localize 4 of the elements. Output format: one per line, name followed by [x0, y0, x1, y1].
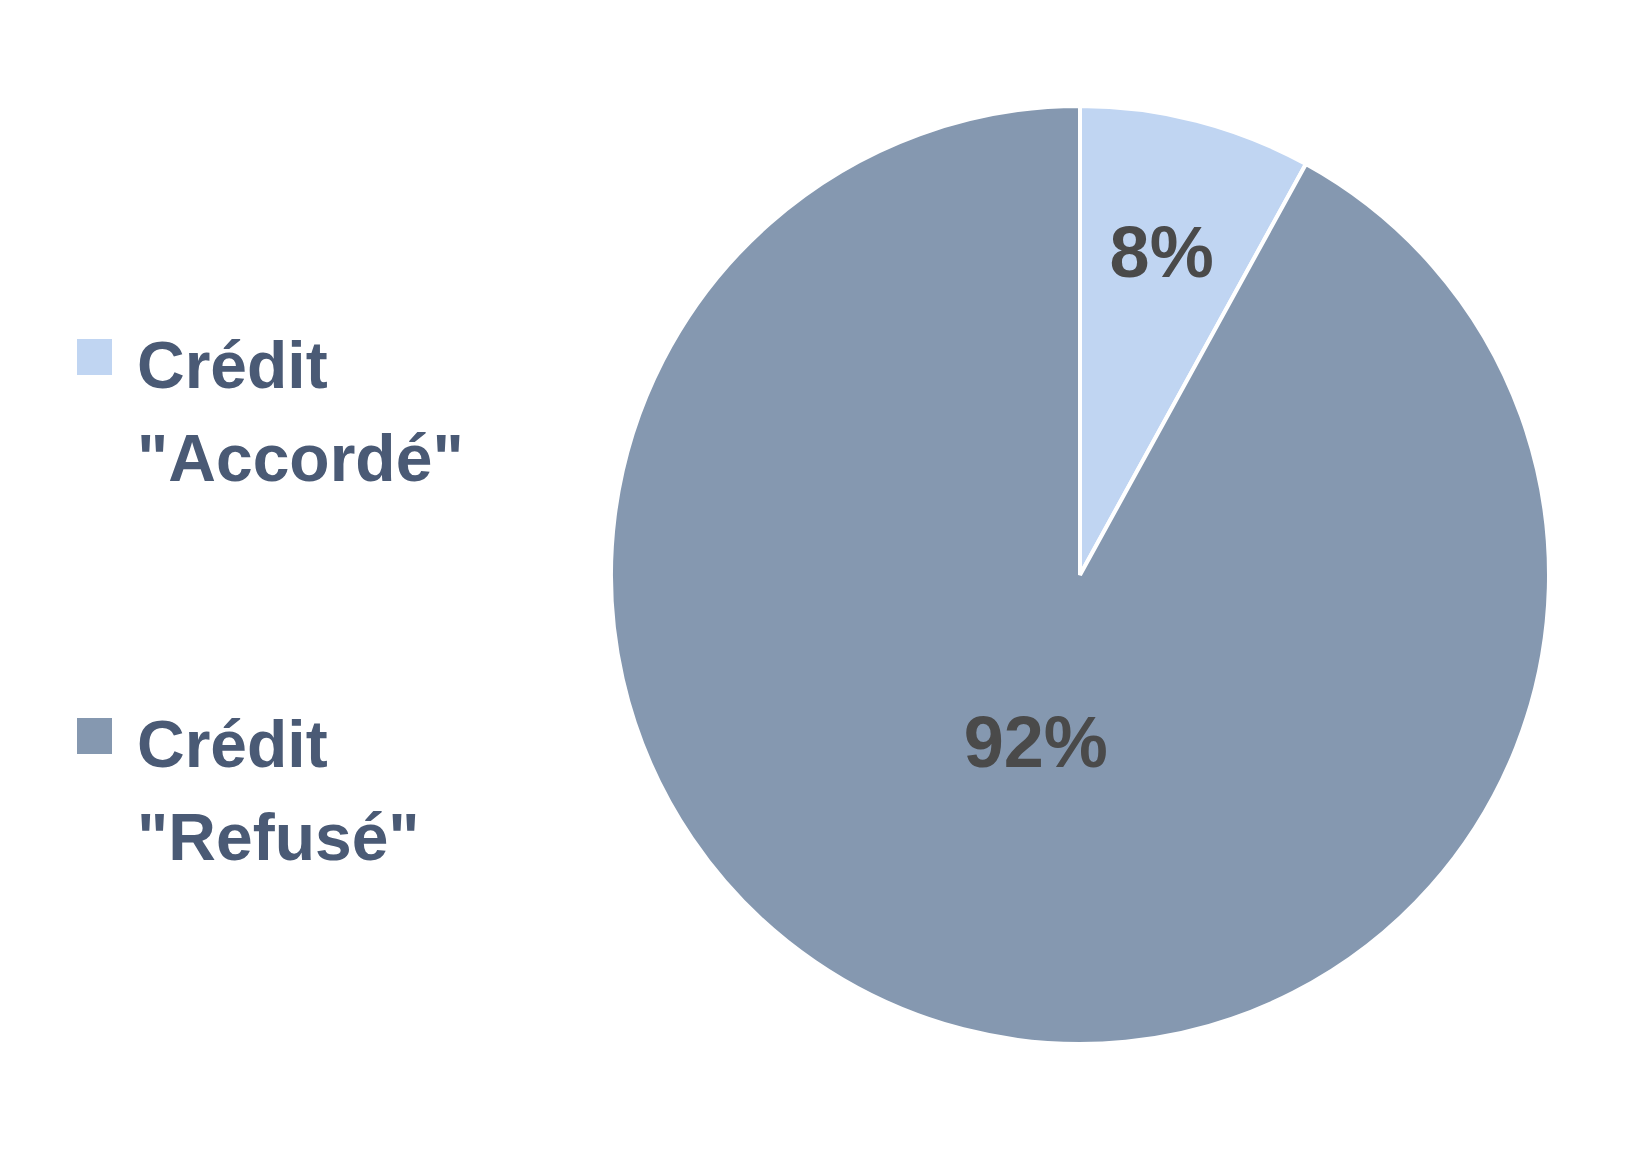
data-label: 8% — [1109, 211, 1214, 292]
legend-label: Crédit "Refusé" — [137, 706, 421, 876]
legend-label: Crédit "Accordé" — [137, 327, 465, 497]
data-label: 92% — [963, 702, 1108, 783]
